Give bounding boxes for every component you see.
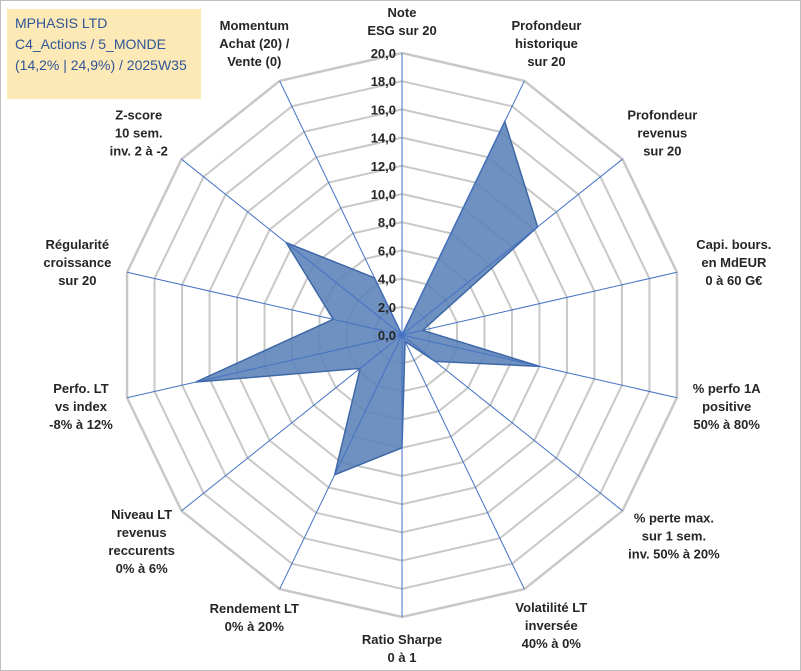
axis-label-line: sur 1 sem.: [642, 528, 706, 543]
axis-label-line: 0 à 60 G€: [705, 273, 762, 288]
tick-label: 16,0: [371, 102, 396, 117]
chart-title-box: MPHASIS LTD C4_Actions / 5_MONDE (14,2% …: [7, 9, 201, 99]
axis-label-line: vs index: [55, 399, 108, 414]
axis-label: Régularité croissance sur 20: [43, 237, 111, 288]
tick-label: 2,0: [378, 300, 396, 315]
axis-spoke: [181, 334, 403, 512]
axis-label-line: historique: [515, 36, 578, 51]
axis-spoke: [401, 334, 678, 399]
axis-label-line: Note: [388, 5, 417, 20]
axis-label: Note ESG sur 20: [367, 5, 436, 38]
axis-spoke: [401, 271, 678, 336]
axis-label: Perfo. LT vs index -8% à 12%: [49, 381, 113, 432]
axis-spoke: [126, 271, 403, 336]
axis-label-line: % perte max.: [634, 510, 714, 525]
axis-label: Volatilité LT inversée 40% à 0%: [515, 600, 587, 651]
axis-label-line: Rendement LT: [210, 601, 299, 616]
axis-label-line: reccurents: [108, 543, 174, 558]
title-category: C4_Actions / 5_MONDE: [15, 36, 166, 52]
axis-label-line: en MdEUR: [701, 255, 767, 270]
axis-label-line: positive: [702, 399, 751, 414]
tick-label: 10,0: [371, 187, 396, 202]
axis-label-line: Perfo. LT: [53, 381, 108, 396]
axis-label-line: inv. 50% à 20%: [628, 546, 720, 561]
axis-label-line: Régularité: [46, 237, 110, 252]
axis-label: Rendement LT 0% à 20%: [210, 601, 299, 634]
axis-label-line: Niveau LT: [111, 507, 172, 522]
axis-label-line: sur 20: [527, 54, 565, 69]
axis-label: Momentum Achat (20) / Vente (0): [219, 18, 289, 69]
axis-label: Niveau LT revenus reccurents 0% à 6%: [108, 507, 174, 576]
tick-label: 20,0: [371, 46, 396, 61]
axis-label-line: 40% à 0%: [522, 636, 582, 651]
axis-label-line: Z-score: [115, 108, 162, 123]
axis-label-line: -8% à 12%: [49, 417, 113, 432]
axis-label: % perfo 1A positive 50% à 80%: [693, 381, 762, 432]
axis-label-line: revenus: [637, 126, 687, 141]
tick-label: 18,0: [371, 74, 396, 89]
axis-label-line: Achat (20) /: [219, 36, 289, 51]
axis-label: Ratio Sharpe 0 à 1: [362, 632, 442, 665]
axis-label-line: croissance: [43, 255, 111, 270]
axis-label: Z-score 10 sem. inv. 2 à -2: [110, 108, 168, 159]
tick-label: 6,0: [378, 243, 396, 258]
radar-axis-labels: Note ESG sur 20 Profondeur historique sur 20…: [43, 5, 771, 665]
title-company: MPHASIS LTD: [15, 15, 108, 31]
axis-label: Profondeur revenus sur 20: [627, 108, 697, 159]
axis-spoke: [401, 80, 525, 336]
axis-spoke: [126, 334, 403, 399]
tick-label: 4,0: [378, 272, 396, 287]
axis-label-line: inv. 2 à -2: [110, 144, 168, 159]
axis-label-line: sur 20: [643, 144, 681, 159]
axis-label-line: sur 20: [58, 273, 96, 288]
axis-label: % perte max. sur 1 sem. inv. 50% à 20%: [628, 510, 720, 561]
axis-spoke: [279, 334, 403, 590]
axis-label-line: Capi. bours.: [696, 237, 771, 252]
axis-label-line: Volatilité LT: [515, 600, 587, 615]
radar-tick-labels: 0,0 2,0 4,0 6,0 8,0 10,0 12,0 14,0 16,0 18,0 20,0: [371, 46, 396, 343]
axis-label-line: inversée: [525, 618, 578, 633]
axis-spoke: [401, 158, 623, 336]
axis-label-line: % perfo 1A: [693, 381, 762, 396]
tick-label: 8,0: [378, 215, 396, 230]
tick-label: 14,0: [371, 131, 396, 146]
axis-label-line: Momentum: [220, 18, 289, 33]
axis-spoke: [279, 80, 403, 336]
axis-spoke: [181, 158, 403, 336]
axis-label: Capi. bours. en MdEUR 0 à 60 G€: [696, 237, 771, 288]
axis-label-line: Vente (0): [227, 54, 281, 69]
title-stats: (14,2% | 24,9%) / 2025W35: [15, 57, 187, 73]
axis-label-line: revenus: [117, 525, 167, 540]
axis-label-line: Profondeur: [511, 18, 581, 33]
axis-label: Profondeur historique sur 20: [511, 18, 581, 69]
axis-spoke: [401, 334, 623, 512]
axis-label-line: 50% à 80%: [693, 417, 760, 432]
axis-label-line: 10 sem.: [115, 126, 163, 141]
axis-label-line: 0% à 20%: [225, 619, 285, 634]
axis-label-line: 0% à 6%: [116, 561, 168, 576]
radar-spokes: [126, 53, 678, 617]
axis-label-line: Ratio Sharpe: [362, 632, 442, 647]
tick-label: 12,0: [371, 159, 396, 174]
axis-label-line: Profondeur: [627, 108, 697, 123]
axis-label-line: 0 à 1: [388, 650, 417, 665]
axis-label-line: ESG sur 20: [367, 23, 436, 38]
tick-label: 0,0: [378, 328, 396, 343]
axis-spoke: [401, 334, 525, 590]
